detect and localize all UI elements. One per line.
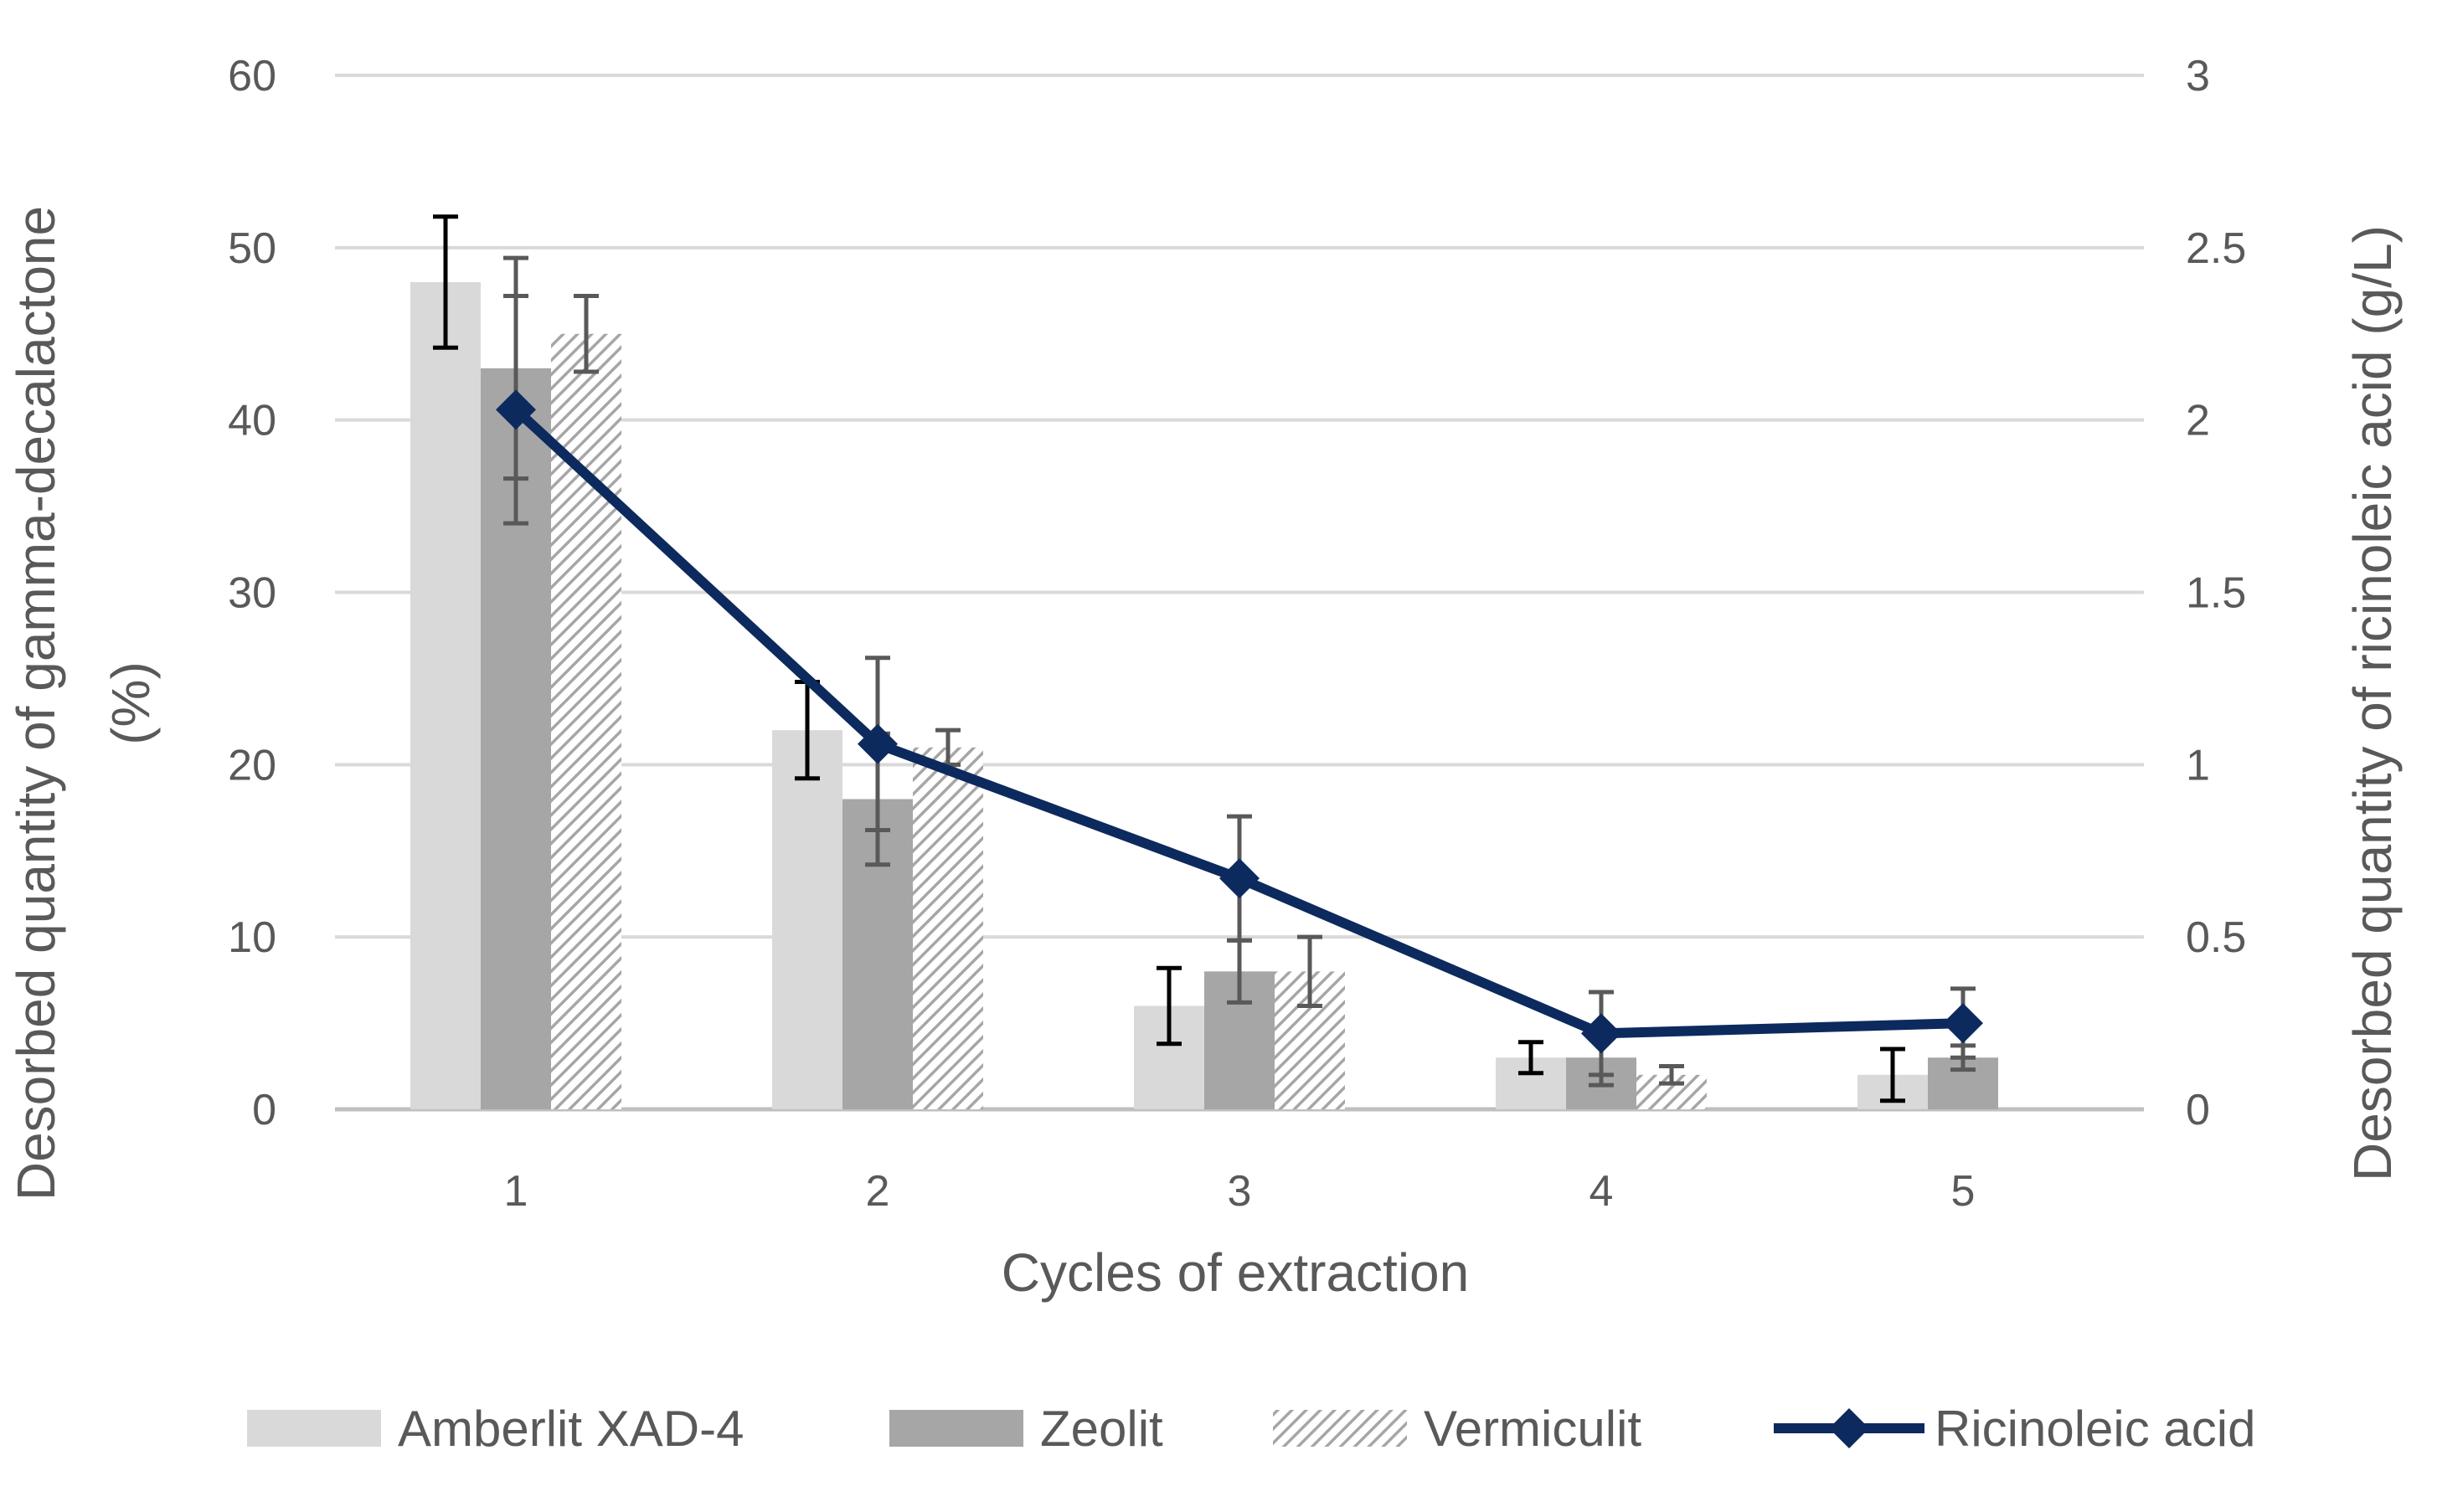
legend-label-ricinoleic-acid: Ricinoleic acid — [1935, 1401, 2256, 1457]
y2-tick-label: 1 — [2186, 741, 2210, 789]
y-tick-label: 50 — [228, 224, 276, 273]
y-tick-label: 30 — [228, 569, 276, 618]
bar-vermiculit — [913, 747, 983, 1109]
y-axis-title-unit: (%) — [100, 661, 161, 745]
x-tick-label: 5 — [1951, 1167, 1976, 1216]
legend-swatch-zeolit — [889, 1410, 1023, 1447]
x-tick-label: 2 — [866, 1167, 890, 1216]
y2-axis-title: Desorbed quantity of ricinoleic acid (g/… — [2342, 225, 2403, 1181]
bar-vermiculit — [551, 333, 621, 1109]
y-axis-title: Desorbed quantity of gamma-decalactone — [6, 206, 66, 1201]
legend-label-zeolit: Zeolit — [1040, 1401, 1163, 1457]
point-ricinoleic-acid — [1219, 858, 1260, 899]
y2-tick-label: 3 — [2186, 52, 2210, 100]
point-ricinoleic-acid — [858, 723, 898, 764]
y2-tick-label: 2.5 — [2186, 224, 2246, 273]
x-tick-label: 4 — [1589, 1167, 1614, 1216]
x-axis-title: Cycles of extraction — [1002, 1242, 1469, 1303]
legend-swatch-amberlit-xad-4 — [247, 1410, 381, 1447]
y-tick-label: 10 — [228, 913, 276, 962]
y-tick-label: 60 — [228, 52, 276, 100]
y2-tick-label: 0 — [2186, 1086, 2210, 1134]
x-tick-label: 3 — [1228, 1167, 1252, 1216]
y-tick-label: 20 — [228, 741, 276, 789]
bar-amberlit-xad-4 — [772, 730, 842, 1109]
legend: Amberlit XAD-4 Zeolit Vermiculit Ricinoleic… — [247, 1401, 2256, 1457]
y2-tick-label: 2 — [2186, 397, 2210, 445]
bar-amberlit-xad-4 — [410, 282, 481, 1109]
legend-marker-ricinoleic-acid — [1829, 1408, 1869, 1448]
y-tick-label: 40 — [228, 397, 276, 445]
point-ricinoleic-acid — [1943, 1003, 1983, 1044]
legend-label-amberlit-xad-4: Amberlit XAD-4 — [398, 1401, 744, 1457]
legend-label-vermiculit: Vermiculit — [1424, 1401, 1641, 1457]
legend-swatch-vermiculit — [1273, 1410, 1407, 1447]
point-ricinoleic-acid — [496, 389, 536, 430]
y-tick-label: 0 — [252, 1086, 276, 1134]
x-tick-label: 1 — [504, 1167, 528, 1216]
point-ricinoleic-acid — [1581, 1013, 1621, 1054]
y2-tick-label: 1.5 — [2186, 569, 2246, 618]
y2-tick-label: 0.5 — [2186, 913, 2246, 962]
